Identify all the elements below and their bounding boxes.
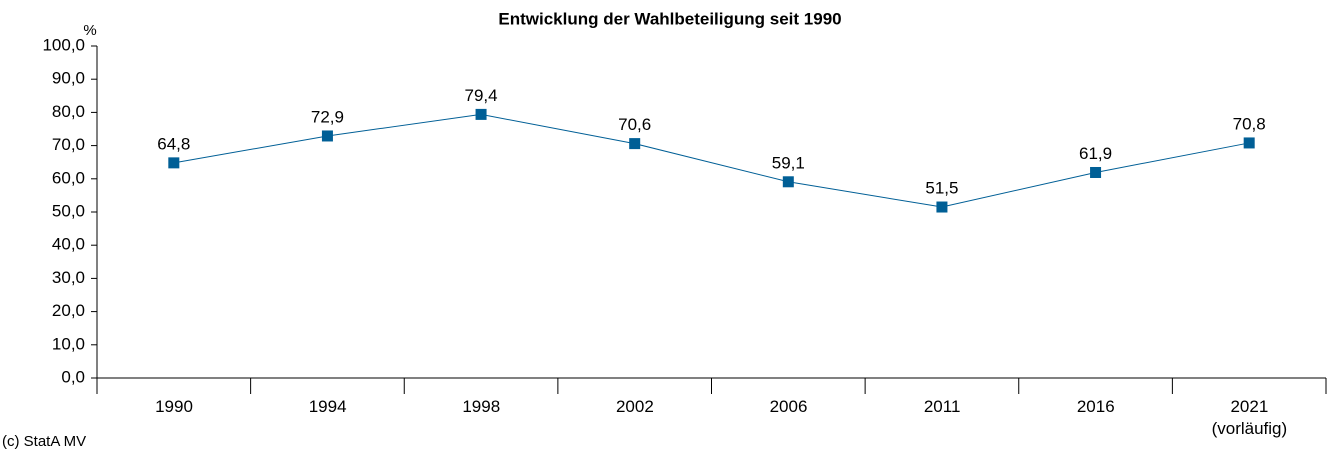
y-tick-label: 60,0 (52, 168, 85, 187)
data-label: 70,6 (618, 115, 651, 134)
y-tick-label: 30,0 (52, 268, 85, 287)
data-point (936, 201, 948, 213)
data-point (1090, 166, 1102, 178)
data-point (321, 130, 333, 142)
data-point (168, 157, 180, 169)
y-tick-label: 0,0 (61, 367, 85, 386)
series-line (173, 113, 1250, 208)
y-tick-label: 90,0 (52, 69, 85, 88)
x-tick-label: 2021 (vorläufig) (1211, 397, 1288, 438)
data-label: 59,1 (772, 153, 805, 172)
y-tick-label: 20,0 (52, 301, 85, 320)
y-tick-label: 40,0 (52, 235, 85, 254)
x-tick-label: 2006 (769, 397, 808, 416)
data-point (629, 138, 641, 150)
y-tick-label: 80,0 (52, 102, 85, 121)
data-point (782, 176, 794, 188)
data-label: 70,8 (1233, 114, 1266, 133)
x-tick-label: 1998 (462, 397, 501, 416)
x-tick-label: 2016 (1076, 397, 1115, 416)
data-label: 51,5 (925, 179, 958, 198)
data-label: 61,9 (1079, 144, 1112, 163)
x-tick-label: 2011 (923, 397, 961, 416)
data-label: 79,4 (465, 86, 498, 105)
x-tick-label: 1990 (155, 397, 193, 416)
chart-title: Entwicklung der Wahlbeteiligung seit 199… (498, 9, 841, 28)
data-point (1243, 137, 1255, 149)
y-tick-label: 100,0 (42, 35, 85, 54)
x-tick-label: 2002 (615, 397, 654, 416)
data-label: 64,8 (157, 134, 190, 153)
data-label: 72,9 (311, 107, 344, 126)
y-axis-unit: % (83, 22, 96, 39)
x-tick-label: 1994 (308, 397, 347, 416)
y-tick-label: 10,0 (52, 334, 85, 353)
source-note: (c) StatA MV (2, 433, 86, 450)
data-point (475, 108, 487, 120)
y-tick-label: 70,0 (52, 135, 85, 154)
y-tick-label: 50,0 (52, 201, 85, 220)
